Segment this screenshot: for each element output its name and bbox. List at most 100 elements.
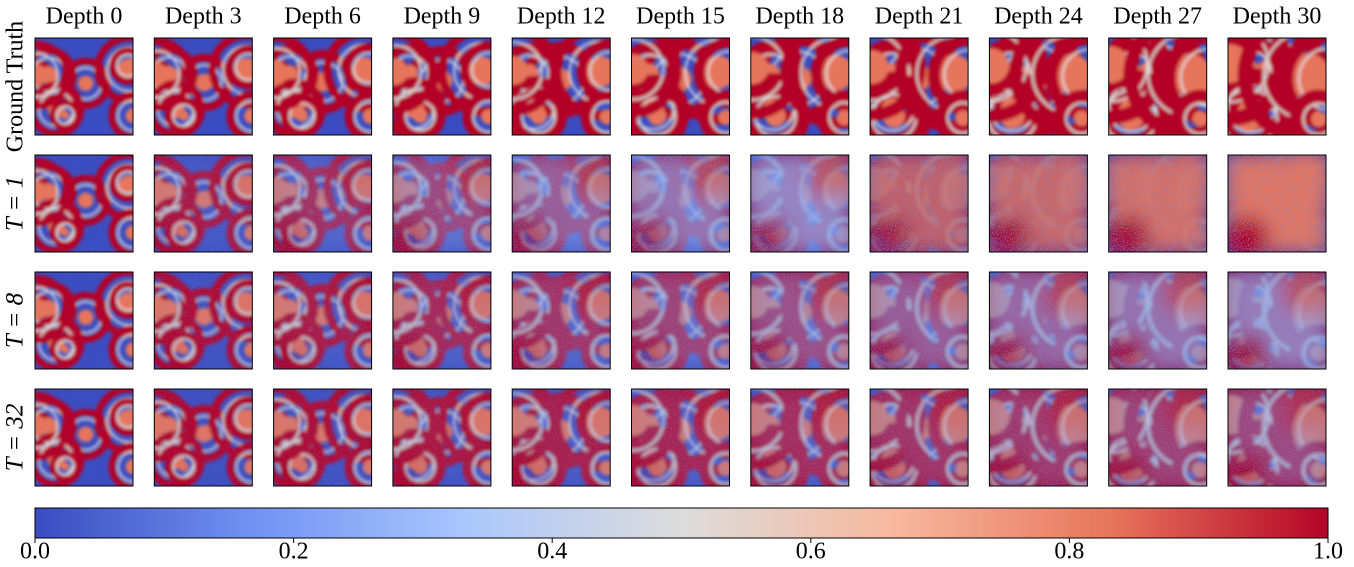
speckle <box>273 389 372 486</box>
speckle <box>154 389 253 486</box>
blob-ring <box>665 38 730 125</box>
panel-frame <box>1227 37 1327 136</box>
blob-inner <box>354 100 372 133</box>
speckle <box>35 272 133 369</box>
blob-core <box>631 54 649 85</box>
blob-core <box>989 48 1009 84</box>
blob-inner <box>1228 38 1270 103</box>
blob-core <box>1195 63 1207 92</box>
blob-core <box>989 438 990 444</box>
panel <box>1228 272 1326 369</box>
blob-ring <box>750 38 804 120</box>
panel <box>392 38 491 135</box>
speckle <box>989 389 1088 486</box>
blob-core <box>178 110 189 121</box>
blobs <box>750 38 849 135</box>
speckle <box>512 389 611 486</box>
panel-frame <box>869 388 969 487</box>
panel-frame <box>1108 388 1208 487</box>
blob-core <box>1085 79 1108 102</box>
blob-ring <box>870 38 926 121</box>
blob-ring <box>392 38 438 115</box>
panel <box>631 272 730 369</box>
column-title: Depth 21 <box>875 4 964 30</box>
blob-core <box>530 108 547 125</box>
blob-core <box>122 60 133 72</box>
blob-inner <box>273 46 302 99</box>
panel-frame <box>750 388 850 487</box>
speckle <box>392 272 491 369</box>
panel-frame <box>273 388 373 487</box>
blob-inner <box>828 101 849 134</box>
column-title: Depth 3 <box>165 4 242 30</box>
blob-inner <box>1061 48 1088 104</box>
panel <box>989 272 1088 369</box>
blob-core <box>750 52 769 85</box>
column-title: Depth 15 <box>636 4 725 30</box>
blob-core <box>955 110 969 126</box>
blob-inner <box>1108 38 1149 103</box>
blob-inner <box>234 53 253 81</box>
speckle <box>1108 272 1207 369</box>
panel <box>870 38 969 135</box>
panel <box>273 389 372 486</box>
panel-frame <box>988 388 1088 487</box>
panel <box>392 272 491 369</box>
speckle <box>154 155 253 252</box>
blob-core <box>750 315 753 328</box>
blob-core <box>1311 111 1326 127</box>
blob-core <box>870 201 872 211</box>
panel <box>1108 389 1207 486</box>
blob-ring <box>935 89 969 135</box>
blob-ring <box>816 90 849 135</box>
blob-inner <box>1179 47 1207 108</box>
blob-ring <box>273 38 316 113</box>
blob-ring <box>580 90 611 135</box>
panel-frame <box>1227 388 1327 487</box>
panel <box>870 272 969 369</box>
panel <box>631 389 730 486</box>
speckle <box>1108 155 1207 252</box>
blob-ring <box>35 40 71 110</box>
blob-ring <box>226 90 253 135</box>
blob-ring <box>1053 89 1088 135</box>
column-title: Depth 24 <box>994 4 1083 30</box>
colorbar-tick-label: 1.0 <box>1313 539 1343 565</box>
colorbar <box>34 507 1329 539</box>
blob-core <box>989 321 990 327</box>
blob-inner <box>588 51 611 91</box>
panel <box>1228 155 1326 252</box>
blob-inner <box>631 38 665 101</box>
blob-core <box>481 109 491 125</box>
blob-core <box>125 108 133 124</box>
panel <box>750 389 849 486</box>
panel-frame <box>1227 154 1327 253</box>
blob-inner <box>709 101 730 134</box>
blob-core <box>1169 53 1207 96</box>
blob-ring <box>437 38 491 117</box>
panel-frame <box>1108 271 1208 370</box>
row-label: T = 1 <box>2 176 29 231</box>
column-title: Depth 6 <box>284 4 361 30</box>
blob-ring <box>1161 38 1207 126</box>
panel-frame <box>1108 37 1208 136</box>
panel <box>989 389 1088 486</box>
panel-frame <box>511 154 611 253</box>
speckle <box>273 272 372 369</box>
panel-frame <box>869 154 969 253</box>
column-title: Depth 18 <box>755 4 844 30</box>
panel-frame <box>34 388 134 487</box>
blobs <box>631 38 730 135</box>
panel-frame <box>153 37 253 136</box>
panel-frame <box>392 271 492 370</box>
panel <box>512 389 611 486</box>
panel <box>273 155 372 252</box>
panel-frame <box>631 37 730 136</box>
blob-ring <box>1237 38 1326 135</box>
speckle <box>1228 155 1326 252</box>
blob-inner <box>1065 102 1088 135</box>
panel <box>750 272 849 369</box>
blob-core <box>718 61 730 83</box>
speckle <box>35 389 133 486</box>
blobs <box>392 38 491 135</box>
